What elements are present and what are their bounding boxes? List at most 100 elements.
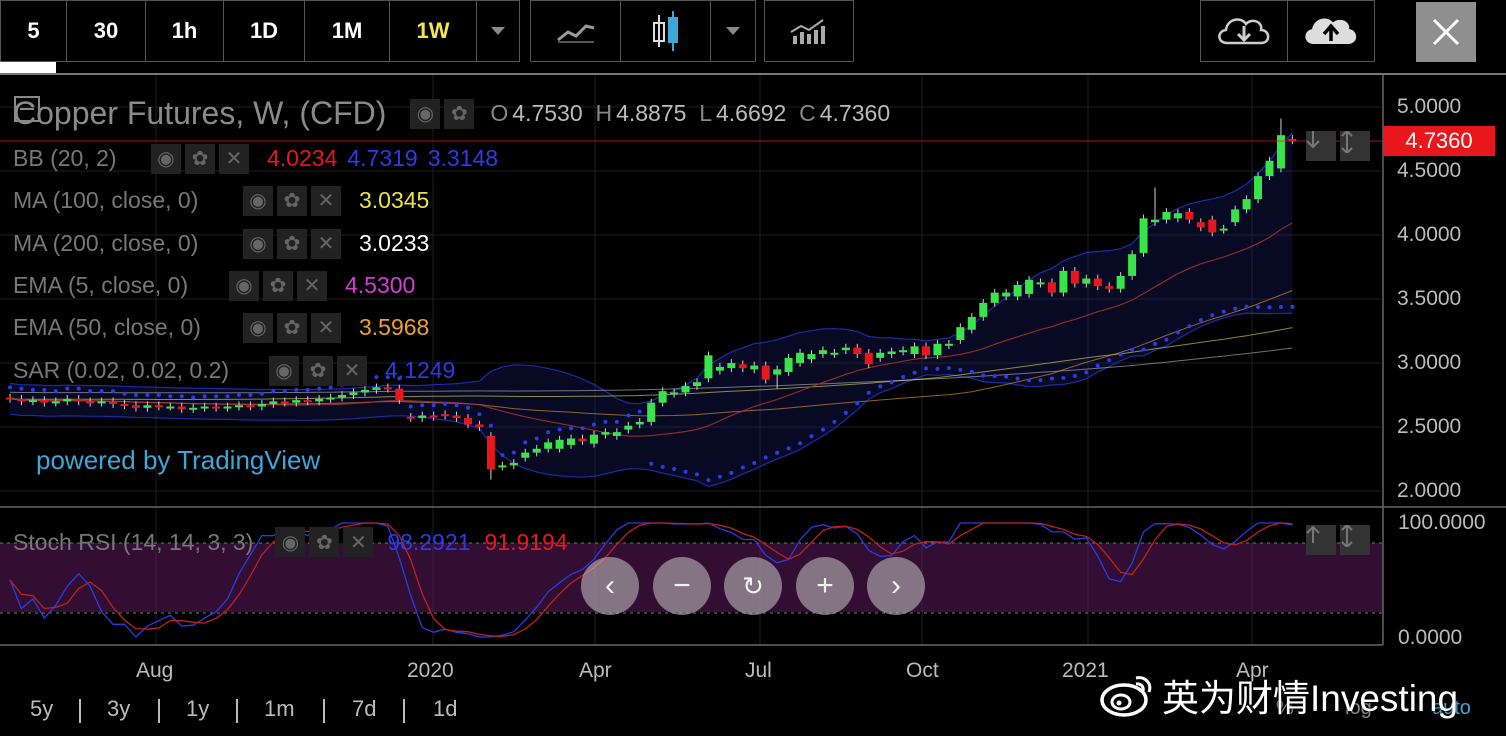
expand-vertical-icon[interactable] <box>1340 131 1370 161</box>
gear-icon[interactable]: ✿ <box>185 143 215 174</box>
candle <box>131 405 140 408</box>
candle <box>624 425 633 430</box>
expand-vertical-icon[interactable] <box>1340 525 1370 555</box>
sar-dot <box>752 461 757 466</box>
eye-icon[interactable]: ◉ <box>275 527 306 557</box>
chevron-left-icon: ‹ <box>605 569 615 602</box>
scroll-up-icon[interactable] <box>1306 525 1336 555</box>
close-icon[interactable]: ✕ <box>311 312 341 343</box>
close-icon[interactable]: ✕ <box>311 228 341 259</box>
candle <box>681 386 690 393</box>
gear-icon[interactable]: ✿ <box>263 270 293 301</box>
chart-type-dropdown-button[interactable] <box>710 0 756 62</box>
range-1d[interactable]: 1d <box>433 696 458 721</box>
price-chart[interactable] <box>0 75 1506 736</box>
sar-dot <box>1233 306 1238 311</box>
eye-icon[interactable]: ◉ <box>243 185 273 216</box>
eye-icon[interactable]: ◉ <box>229 270 259 301</box>
cloud-download-button[interactable] <box>1200 0 1288 62</box>
close-icon[interactable]: ✕ <box>297 270 327 301</box>
interval-1h-button[interactable]: 1h <box>145 0 224 62</box>
range-5y[interactable]: 5y <box>30 696 54 721</box>
toolbar: 5 30 1h 1D 1M 1W <box>0 0 1506 62</box>
cloud-upload-button[interactable] <box>1287 0 1375 62</box>
close-icon[interactable]: ✕ <box>337 355 367 386</box>
range-3y[interactable]: 3y <box>107 696 131 721</box>
price-axis-label: 4.0000 <box>1397 223 1462 246</box>
sar-dot <box>958 367 963 372</box>
candle <box>1105 286 1114 289</box>
interval-dropdown-button[interactable] <box>476 0 520 62</box>
interval-1m-button[interactable]: 1M <box>304 0 390 62</box>
range-1y[interactable]: 1y <box>186 696 210 721</box>
candle <box>578 438 587 442</box>
eye-icon[interactable]: ◉ <box>151 143 181 174</box>
toolbar-divider <box>0 73 1506 75</box>
range-separator <box>323 699 325 723</box>
collapse-icon[interactable] <box>13 95 41 123</box>
eye-icon[interactable]: ◉ <box>269 355 299 386</box>
eye-icon[interactable]: ◉ <box>243 228 273 259</box>
chart-area[interactable]: Copper Futures, W, (CFD) ◉ ✿ O 4.7530 H 4.… <box>0 75 1506 736</box>
gear-icon[interactable]: ✿ <box>277 228 307 259</box>
interval-1w-button[interactable]: 1W <box>389 0 477 62</box>
close-icon[interactable]: ✕ <box>343 527 374 557</box>
line-chart-icon <box>556 24 594 43</box>
close-icon[interactable]: ✕ <box>311 185 341 216</box>
sar-dot <box>477 412 482 417</box>
candle <box>567 438 576 445</box>
eye-icon[interactable]: ◉ <box>243 312 273 343</box>
sar-dot <box>225 394 230 399</box>
sar-dot <box>248 393 253 397</box>
candlestick-chart-button[interactable] <box>620 0 711 62</box>
gear-icon[interactable]: ✿ <box>277 312 307 343</box>
line-chart-button[interactable] <box>530 0 621 62</box>
watermark-text: 英为财情Investing <box>1162 678 1459 719</box>
sar-dot <box>889 380 894 385</box>
indicator-value: 4.7319 <box>347 145 418 171</box>
log-toggle[interactable]: log <box>1345 697 1372 719</box>
gear-icon[interactable]: ✿ <box>444 98 475 129</box>
sar-dot <box>1198 318 1203 323</box>
scroll-right-button[interactable]: › <box>867 557 925 615</box>
zoom-out-button[interactable]: − <box>653 557 711 615</box>
range-1m[interactable]: 1m <box>264 696 295 721</box>
interval-5-button[interactable]: 5 <box>0 0 67 62</box>
candle <box>40 400 49 403</box>
sar-dot <box>1164 337 1169 342</box>
sar-dot <box>695 472 699 477</box>
indicator-controls: ◉ ✿ ✕ <box>239 228 341 259</box>
indicator-name: MA (200, close, 0) <box>13 230 199 256</box>
close-icon[interactable]: ✕ <box>219 143 249 174</box>
powered-by-link[interactable]: powered by TradingView <box>36 445 321 475</box>
indicators-button[interactable] <box>764 0 854 62</box>
gear-icon[interactable]: ✿ <box>309 527 340 557</box>
scroll-left-button[interactable]: ‹ <box>581 557 639 615</box>
sar-dot <box>569 426 574 431</box>
price-axis-label: 2.0000 <box>1397 479 1462 502</box>
percent-toggle[interactable]: % <box>1276 697 1294 719</box>
auto-toggle[interactable]: auto <box>1432 697 1471 719</box>
gear-icon[interactable]: ✿ <box>303 355 333 386</box>
candle <box>1093 278 1102 287</box>
sar-dot <box>832 419 837 424</box>
sar-dot <box>992 374 997 379</box>
indicator-name: MA (100, close, 0) <box>13 187 199 213</box>
sar-dot <box>534 436 539 441</box>
close-button[interactable] <box>1416 2 1476 62</box>
sar-dot <box>1061 375 1066 380</box>
indicator-values: 4.5300 <box>335 272 415 299</box>
scroll-down-icon[interactable] <box>1306 131 1336 161</box>
interval-1d-button[interactable]: 1D <box>223 0 305 62</box>
sar-dot <box>924 366 928 371</box>
candle <box>269 401 278 404</box>
range-7d[interactable]: 7d <box>352 696 377 721</box>
interval-30-button[interactable]: 30 <box>66 0 146 62</box>
zoom-in-button[interactable]: + <box>796 557 854 615</box>
eye-icon[interactable]: ◉ <box>410 98 441 129</box>
candle <box>395 388 404 401</box>
stoch-name: Stoch RSI (14, 14, 3, 3) <box>13 528 254 555</box>
reset-button[interactable]: ↻ <box>724 557 782 615</box>
indicator-value: 4.1249 <box>385 357 456 383</box>
gear-icon[interactable]: ✿ <box>277 185 307 216</box>
